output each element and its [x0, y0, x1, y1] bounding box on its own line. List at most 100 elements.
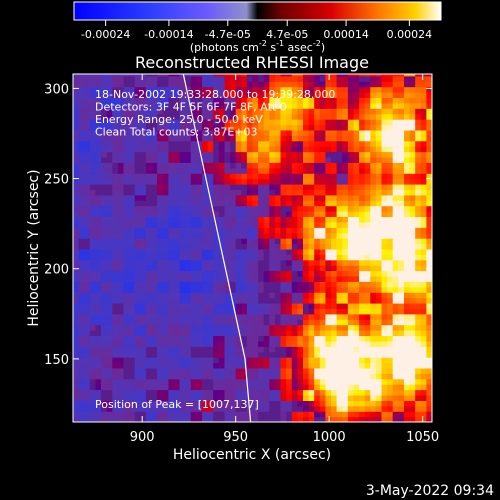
heatmap-cell — [78, 97, 85, 104]
heatmap-cell — [179, 275, 186, 282]
heatmap-cell — [415, 303, 422, 309]
heatmap-cell — [353, 357, 360, 364]
heatmap-cell — [325, 221, 332, 228]
heatmap-cell — [95, 373, 102, 380]
heatmap-cell — [95, 102, 102, 109]
heatmap-cell — [106, 367, 113, 374]
heatmap-cell — [286, 362, 293, 369]
heatmap-cell — [84, 86, 91, 93]
heatmap-cell — [196, 119, 203, 126]
heatmap-cell — [207, 389, 214, 396]
heatmap-cell — [162, 373, 169, 380]
heatmap-cell — [106, 146, 113, 153]
heatmap-cell — [84, 162, 91, 169]
heatmap-cell — [179, 378, 186, 385]
heatmap-cell — [190, 184, 197, 190]
heatmap-cell — [331, 292, 338, 299]
heatmap-cell — [241, 232, 248, 239]
heatmap-cell — [303, 156, 310, 163]
heatmap-cell — [370, 308, 377, 315]
heatmap-cell — [291, 173, 298, 180]
heatmap-cell — [129, 270, 136, 277]
heatmap-cell — [84, 167, 91, 174]
heatmap-cell — [409, 248, 416, 255]
heatmap-cell — [347, 129, 355, 136]
heatmap-cell — [387, 292, 394, 299]
heatmap-cell — [263, 102, 270, 109]
heatmap-cell — [106, 108, 113, 115]
heatmap-cell — [398, 308, 405, 315]
heatmap-cell — [73, 248, 80, 255]
heatmap-cell — [269, 351, 276, 358]
heatmap-cell — [129, 275, 136, 282]
heatmap-cell — [286, 335, 293, 342]
heatmap-cell — [258, 238, 265, 245]
heatmap-cell — [179, 119, 186, 126]
heatmap-cell — [415, 254, 422, 261]
heatmap-cell — [420, 330, 427, 336]
heatmap-cell — [314, 75, 321, 82]
heatmap-cell — [280, 167, 287, 174]
heatmap-cell — [129, 308, 136, 315]
heatmap-cell — [224, 373, 231, 380]
heatmap-cell — [78, 238, 85, 245]
colorbar-ticks: -0.00024 -0.00014 -4.7e-05 4.7e-05 0.00014 0.… — [81, 20, 432, 41]
heatmap-cell — [101, 146, 108, 153]
heatmap-cell — [101, 270, 108, 277]
heatmap-cell — [73, 86, 80, 93]
heatmap-cell — [364, 351, 371, 358]
heatmap-cell — [134, 308, 141, 315]
heatmap-cell — [196, 362, 203, 369]
heatmap-cell — [269, 194, 276, 201]
heatmap-cell — [252, 167, 259, 174]
heatmap-cell — [106, 140, 113, 147]
heatmap-cell — [140, 270, 147, 277]
heatmap-cell — [291, 102, 298, 109]
heatmap-cell — [347, 140, 355, 147]
heatmap-cell — [157, 102, 164, 109]
heatmap-cell — [224, 146, 231, 153]
heatmap-cell — [207, 221, 214, 228]
heatmap-cell — [308, 135, 315, 142]
heatmap-cell — [151, 86, 158, 93]
heatmap-cell — [303, 178, 310, 185]
heatmap-cell — [347, 162, 355, 169]
heatmap-cell — [392, 205, 399, 212]
heatmap-cell — [106, 384, 113, 391]
heatmap-cell — [426, 384, 432, 391]
heatmap-cell — [331, 281, 338, 288]
heatmap-cell — [370, 227, 377, 234]
heatmap-cell — [359, 211, 366, 217]
heatmap-cell — [89, 140, 96, 147]
heatmap-cell — [331, 270, 338, 277]
heatmap-cell — [426, 108, 432, 115]
heatmap-cell — [246, 146, 254, 153]
heatmap-cell — [415, 200, 422, 207]
heatmap-cell — [218, 373, 225, 380]
heatmap-cell — [252, 416, 259, 422]
heatmap-cell — [78, 146, 85, 153]
heatmap-cell — [252, 200, 259, 207]
heatmap-cell — [303, 286, 310, 293]
heatmap-cell — [336, 238, 343, 245]
heatmap-cell — [235, 113, 242, 120]
heatmap-cell — [207, 254, 214, 261]
heatmap-cell — [314, 129, 321, 136]
heatmap-cell — [353, 243, 360, 250]
heatmap-cell — [213, 194, 220, 201]
heatmap-cell — [392, 74, 399, 77]
heatmap-cell — [274, 200, 282, 207]
heatmap-cell — [95, 243, 102, 250]
heatmap-cell — [375, 395, 383, 401]
heatmap-cell — [336, 411, 343, 418]
heatmap-cell — [123, 340, 130, 347]
heatmap-cell — [129, 346, 136, 353]
heatmap-cell — [235, 184, 242, 190]
heatmap-cell — [95, 324, 102, 331]
heatmap-cell — [280, 189, 287, 196]
heatmap-cell — [202, 335, 209, 342]
heatmap-cell — [101, 162, 108, 169]
heatmap-cell — [409, 102, 416, 109]
heatmap-cell — [246, 124, 254, 131]
